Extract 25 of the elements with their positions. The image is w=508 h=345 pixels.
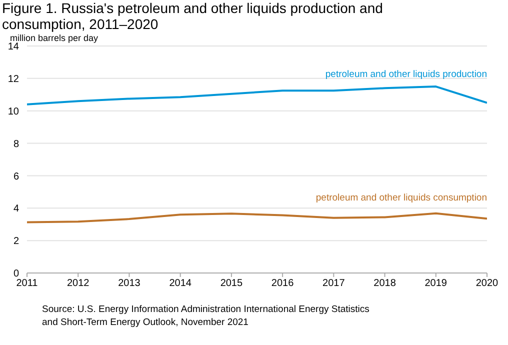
chart-title: Figure 1. Russia's petroleum and other liquids production and consumption, 2011–2020 xyxy=(2,0,384,32)
y-tick-label: 12 xyxy=(8,74,20,85)
line-series xyxy=(27,86,487,106)
x-tick-label: 2017 xyxy=(322,278,346,290)
x-tick-label: 2013 xyxy=(118,278,141,290)
y-tick-label: 4 xyxy=(13,204,20,215)
x-tick-label: 2012 xyxy=(66,278,90,290)
x-tick-label: 2015 xyxy=(220,278,244,290)
x-tick-label: 2011 xyxy=(16,278,38,290)
x-tick-label: 2014 xyxy=(169,278,192,290)
x-tick-label: 2019 xyxy=(424,278,448,290)
line-series xyxy=(27,212,487,224)
source-note: Source: U.S. Energy Information Administration International Energy Statistics and Short-Term Energy Outlook, November 2021 xyxy=(42,303,370,329)
y-tick-label: 2 xyxy=(13,236,20,248)
y-tick-label: 8 xyxy=(13,138,20,150)
y-axis-title: million barrels per day xyxy=(10,33,98,43)
series-label: petroleum and other liquids consumption xyxy=(316,192,487,204)
series-label: petroleum and other liquids production xyxy=(325,68,487,80)
x-tick-label: 2018 xyxy=(374,278,396,290)
y-tick-label: 6 xyxy=(13,171,20,182)
y-tick-label: 14 xyxy=(8,42,20,53)
x-tick-label: 2016 xyxy=(271,278,294,290)
y-tick-label: 0 xyxy=(13,268,20,280)
y-tick-label: 10 xyxy=(8,106,20,118)
x-tick-label: 2020 xyxy=(476,278,499,290)
